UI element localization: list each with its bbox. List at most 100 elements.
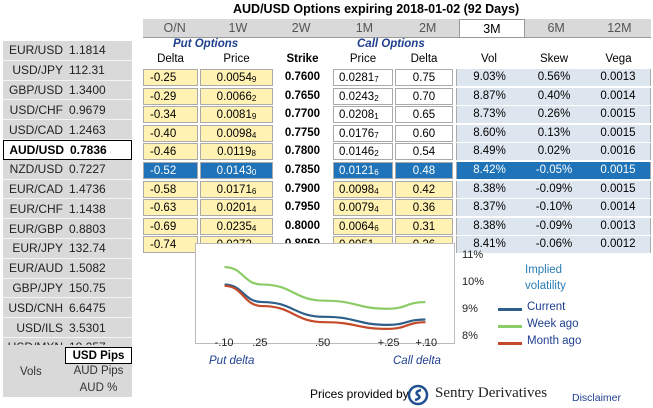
pair-usd-cnh[interactable]: USD/CNH 6.6475 [3,298,132,319]
pair-usd-cad[interactable]: USD/CAD 1.2463 [3,120,132,140]
unit-aud-pips[interactable]: AUD Pips [73,365,124,377]
put-delta-cell: -0.69 [143,217,198,235]
tab-on[interactable]: O/N [163,21,186,35]
pair-price: 1.1438 [69,201,106,216]
disclaimer-link[interactable]: Disclaimer [572,392,622,404]
tab-1m[interactable]: 1M [355,21,374,35]
put-price-cell: 0.00984 [200,124,273,142]
pair-eur-cad[interactable]: EUR/CAD 1.4736 [3,179,132,200]
tab-12m[interactable]: 12M [607,21,632,35]
put-delta-cell: -0.29 [143,87,198,105]
option-rows: -0.25 0.00549 0.7600 0.02817 0.75 9.03% 0.56% 0… [143,68,651,254]
vega-cell-value: 0.0016 [600,145,636,158]
legend-label: Week ago [527,318,579,330]
expiry-tabs: O/N 1W 2W 1M 2M 3M 6M 12M [143,19,651,38]
credits-text: Prices provided by [310,387,409,401]
strike-cell: 0.7750 [276,125,329,142]
tab-6m[interactable]: 6M [547,21,565,35]
pair-price: 1.4736 [69,181,106,196]
pair-eur-jpy[interactable]: EUR/JPY 132.74 [3,238,132,259]
put-price-cell-value: 0.0054 [216,72,252,84]
skew-cell: -0.06% [522,236,586,254]
currency-pair-list: EUR/USD 1.1814 USD/JPY 112.31 GBP/USD 1.3400 U… [3,41,132,398]
put-delta-cell-value: -0.69 [150,220,177,233]
pair-price: 1.2463 [69,122,106,137]
pair-usd-jpy[interactable]: USD/JPY 112.31 [3,60,132,81]
call-delta-cell: 0.36 [395,199,453,217]
table-row[interactable]: -0.52 0.01430 0.7850 0.01216 0.48 8.42% -0.05%… [143,161,651,180]
pair-eur-gbp[interactable]: EUR/GBP 0.8803 [3,219,132,239]
pair-eur-usd[interactable]: EUR/USD 1.1814 [3,41,132,61]
vega-cell: 0.0015 [586,106,651,124]
vol-cell: 8.38% [456,217,522,235]
vol-cell: 8.87% [456,87,522,105]
vega-cell-value: 0.0012 [600,238,636,251]
table-row[interactable]: -0.58 0.01716 0.7900 0.00984 0.42 8.38% -0.09%… [143,180,651,199]
call-price-cell-value: 0.0243 [339,90,375,103]
call-delta-cell-value: 0.42 [412,183,436,196]
pair-name: USD/CHF [9,102,63,117]
x-tick-label: .25 [252,337,268,349]
table-row[interactable]: -0.69 0.02354 0.8000 0.00646 0.31 8.38% -0.09%… [143,217,651,236]
table-row[interactable]: -0.25 0.00549 0.7600 0.02817 0.75 9.03% 0.56% 0… [143,68,651,87]
call-delta-cell: 0.42 [395,180,453,198]
vega-cell-value: 0.0013 [600,71,636,83]
pair-eur-aud[interactable]: EUR/AUD 1.5082 [3,258,132,279]
skew-cell: -0.09% [522,180,586,198]
pair-name: AUD/USD [9,142,64,157]
table-row[interactable]: -0.34 0.00819 0.7700 0.02081 0.65 8.73% 0.26% 0… [143,105,651,124]
call-price-cell-value: 0.0281 [339,72,375,84]
vol-cell-value: 8.38% [473,219,506,232]
table-row[interactable]: -0.63 0.02014 0.7950 0.00794 0.36 8.37% -0.10%… [143,198,651,217]
pair-aud-usd[interactable]: AUD/USD 0.7836 [3,139,132,160]
tab-2m[interactable]: 2M [418,21,437,35]
put-options-header: Put Options [173,38,239,50]
skew-cell-value: 0.13% [537,126,571,139]
unit-usd-pips[interactable]: USD Pips [65,347,132,364]
pair-gbp-usd[interactable]: GBP/USD 1.3400 [3,80,132,101]
put-delta-cell: -0.58 [143,180,198,198]
strike-cell: 0.7900 [276,181,329,198]
brand-name: Sentry Derivatives [435,385,548,401]
vega-cell: 0.0015 [586,124,651,142]
x-label-put-delta: Put delta [209,355,255,367]
call-price-cell-pip: 7 [374,130,379,140]
pair-usd-chf[interactable]: USD/CHF 0.9679 [3,100,132,121]
call-price-cell-pip: 7 [374,75,379,84]
pair-usd-ils[interactable]: USD/ILS 3.5301 [3,318,132,338]
series-line-current [224,283,426,326]
pair-nzd-usd[interactable]: NZD/USD 0.7227 [3,159,132,180]
put-delta-cell-value: -0.29 [150,90,177,103]
tab-1w[interactable]: 1W [228,21,248,35]
unit-aud-percent[interactable]: AUD % [79,382,118,394]
call-delta-cell-value: 0.54 [412,146,436,159]
call-delta-cell: 0.54 [395,143,453,161]
tab-2w[interactable]: 2W [291,21,311,35]
pair-name: EUR/USD [8,43,63,58]
table-row[interactable]: -0.29 0.00662 0.7650 0.02432 0.70 8.87% 0.40% 0… [143,87,651,106]
pair-price: 150.75 [69,280,106,295]
put-price-cell: 0.02014 [200,199,273,217]
page-title: AUD/USD Options expiring 2018-01-02 (92 … [233,2,520,16]
pair-eur-chf[interactable]: EUR/CHF 1.1438 [3,199,132,220]
strike-cell: 0.7650 [276,88,329,105]
pair-name: NZD/USD [9,162,63,177]
tab-3m[interactable]: 3M [459,19,525,37]
skew-cell: -0.09% [522,217,586,235]
col-put-delta: Delta [157,53,184,65]
units-label: Vols [20,366,42,378]
pair-price: 6.6475 [69,300,106,315]
vega-cell-value: 0.0014 [600,89,636,102]
strike-cell-value: 0.7800 [284,145,321,158]
skew-cell-value: -0.05% [535,163,573,176]
skew-cell: 0.02% [522,143,586,161]
vega-cell-value: 0.0014 [600,201,636,214]
table-row[interactable]: -0.46 0.01198 0.7800 0.01462 0.54 8.49% 0.02% 0… [143,142,651,161]
pair-name: USD/JPY [12,63,63,78]
y-tick-label: 11% [462,249,484,262]
put-price-cell-pip: 4 [251,223,257,233]
pair-gbp-jpy[interactable]: GBP/JPY 150.75 [3,278,132,299]
call-price-cell-value: 0.0176 [339,127,375,140]
put-price-cell: 0.01198 [200,143,273,161]
table-row[interactable]: -0.40 0.00984 0.7750 0.01767 0.60 8.60% 0.13% 0… [143,124,651,143]
